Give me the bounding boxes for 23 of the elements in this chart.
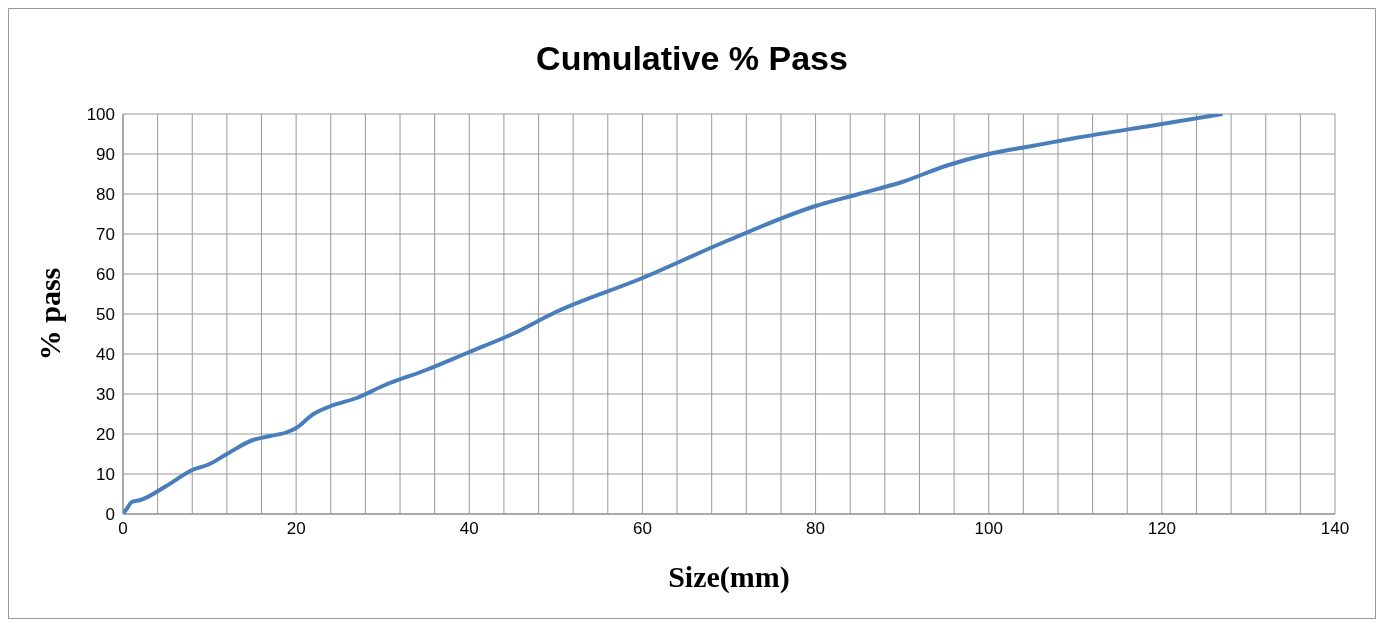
y-tick-label: 0: [105, 505, 115, 525]
x-tick-label: 140: [1320, 519, 1350, 539]
x-tick-label: 40: [459, 519, 479, 539]
y-tick-label: 70: [96, 225, 115, 245]
chart-title: Cumulative % Pass: [535, 39, 849, 78]
y-tick-label: 80: [96, 185, 115, 205]
y-tick-label: 40: [96, 345, 115, 365]
line-series: [123, 114, 1225, 514]
y-tick-label: 10: [96, 465, 115, 485]
y-tick-label: 20: [96, 425, 115, 445]
y-tick-label: 60: [96, 265, 115, 285]
x-tick-label: 100: [974, 519, 1003, 539]
x-tick-label: 20: [286, 519, 306, 539]
x-tick-label: 80: [806, 519, 826, 539]
x-tick-label: 60: [632, 519, 652, 539]
y-tick-label: 50: [96, 305, 115, 325]
x-tick-label: 120: [1147, 519, 1177, 539]
y-tick-label: 30: [96, 385, 115, 405]
y-tick-label: 100: [86, 105, 115, 125]
x-axis-title: Size(mm): [668, 560, 790, 594]
y-axis-title: % pass: [32, 267, 66, 361]
x-tick-label: 0: [118, 519, 128, 539]
y-tick-label: 90: [96, 145, 115, 165]
